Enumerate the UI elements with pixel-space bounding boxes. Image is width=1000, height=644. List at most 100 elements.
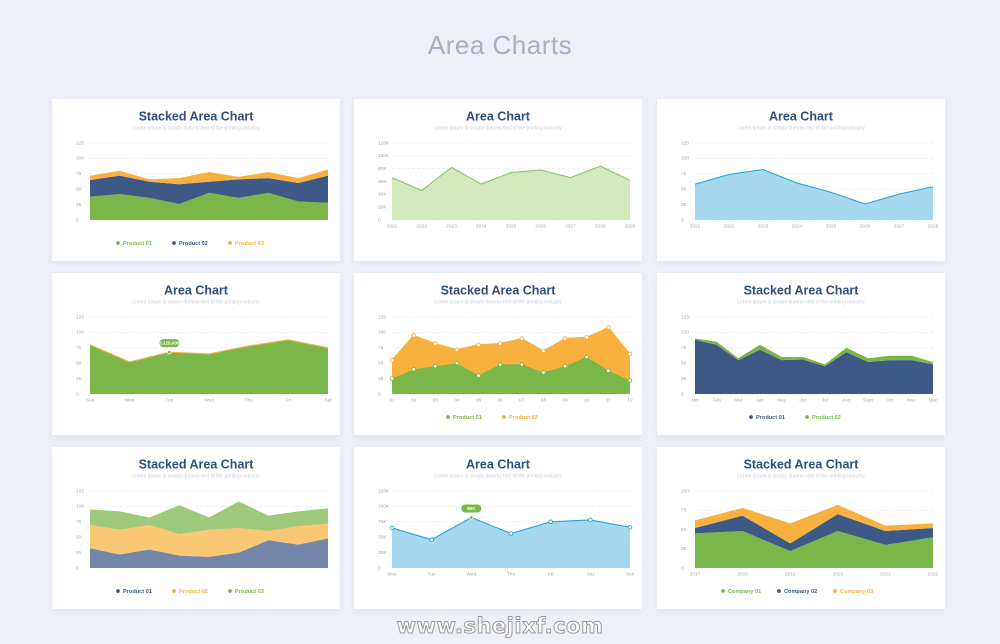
legend-label: Product 02: [812, 415, 841, 421]
x-tick-label: 2026: [535, 223, 546, 229]
x-tick-label: Tue: [428, 571, 436, 577]
point-marker: [627, 351, 633, 357]
y-tick-label: 125: [378, 314, 386, 320]
y-tick-label: 50: [681, 186, 687, 192]
point-marker: [411, 333, 416, 338]
point-marker: [497, 362, 503, 367]
x-tick-label: Wed: [466, 571, 476, 577]
legend-swatch: [833, 589, 837, 593]
x-tick-label: 01: [389, 397, 395, 403]
point-marker: [627, 525, 633, 530]
point-marker: [584, 354, 589, 360]
chart-title: Area Chart: [164, 283, 229, 297]
y-tick-label: 0: [681, 391, 684, 397]
point-marker: [433, 364, 438, 369]
y-tick-label: 125: [76, 488, 84, 494]
point-marker: [588, 517, 593, 523]
chart-card: Area Chart Lorem Ipsum is simply dummy te…: [52, 273, 340, 435]
x-tick-label: 12: [627, 397, 633, 403]
x-tick-label: 2027: [894, 223, 905, 229]
x-tick-label: 2025: [826, 223, 837, 229]
y-tick-label: 100: [681, 156, 689, 162]
legend-swatch: [446, 415, 450, 419]
chart-subtitle: Lorem Ipsum is simply dummy text of the …: [434, 299, 562, 305]
chart: Area Chart Lorem Ipsum is simply dummy te…: [681, 109, 939, 229]
point-marker: [562, 364, 568, 369]
y-tick-label: 100: [378, 330, 386, 336]
x-tick-label: 04: [454, 397, 460, 403]
y-tick-label: 75K: [378, 519, 387, 525]
chart-title: Stacked Area Chart: [139, 109, 255, 123]
point-marker: [548, 519, 553, 525]
chart-subtitle: Lorem Ipsum is simply dummy text of the …: [132, 125, 260, 131]
y-tick-label: 120K: [378, 140, 390, 146]
y-tick-label: 25: [378, 376, 384, 382]
chart-subtitle: Lorem Ipsum is simply dummy text of the …: [434, 125, 562, 131]
legend-swatch: [172, 241, 176, 245]
y-tick-label: 25: [76, 376, 82, 382]
y-tick-label: 0: [76, 565, 79, 571]
annotation-label: 3,125,000: [159, 341, 180, 346]
chart-subtitle: Lorem Ipsum is simply dummy text of the …: [737, 473, 865, 479]
annotation-label: 90K: [467, 506, 476, 511]
chart-card: Stacked Area Chart Lorem Ipsum is simply …: [657, 273, 945, 435]
legend-swatch: [228, 589, 232, 593]
y-tick-label: 25: [76, 550, 82, 556]
x-tick-label: 10: [584, 397, 590, 403]
x-tick-label: Nov: [907, 397, 916, 403]
x-tick-label: 2018: [737, 571, 748, 577]
y-tick-label: 0: [681, 217, 684, 223]
legend-label: Company 03: [840, 589, 873, 595]
chart-subtitle: Lorem Ipsum is simply dummy text of the …: [132, 299, 260, 305]
y-tick-label: 100: [681, 330, 689, 336]
x-tick-label: Jan: [691, 397, 699, 403]
area-line: [89, 339, 329, 363]
x-tick-label: Jun: [799, 397, 807, 403]
y-tick-label: 0: [378, 565, 381, 571]
y-tick-label: 75: [681, 171, 687, 177]
legend: Product 01 Product 02 Product 03: [116, 589, 264, 595]
chart: Area Chart Lorem Ipsum is simply dummy te…: [378, 109, 636, 229]
point-marker: [429, 537, 434, 542]
chart-card: Stacked Area Chart Lorem Ipsum is simply …: [354, 273, 642, 435]
legend-label: Product 01: [123, 241, 152, 247]
x-tick-label: Apr: [756, 397, 764, 403]
x-tick-label: May: [777, 397, 787, 403]
chart-title: Stacked Area Chart: [744, 283, 860, 297]
point-marker: [497, 341, 503, 346]
x-tick-label: 2020: [832, 571, 843, 577]
x-tick-label: 02: [411, 397, 417, 403]
area: [90, 523, 328, 557]
area: [90, 538, 328, 568]
x-tick-label: Oct: [886, 397, 894, 403]
chart-title: Area Chart: [769, 109, 834, 123]
x-tick-label: 2022: [416, 223, 427, 229]
y-tick-label: 125K: [378, 488, 390, 494]
point-marker: [606, 325, 611, 330]
y-tick-label: 75: [681, 345, 687, 351]
legend-swatch: [228, 241, 232, 245]
annotation-point: [167, 349, 172, 355]
legend-label: Product 03: [235, 241, 264, 247]
y-tick-label: 100K: [378, 153, 390, 159]
chart: Stacked Area Chart Lorem Ipsum is simply …: [681, 457, 939, 595]
point-marker: [541, 370, 546, 375]
chart-subtitle: Lorem Ipsum is simply dummy text of the …: [737, 299, 865, 305]
area: [392, 357, 630, 394]
y-tick-label: 0: [76, 217, 79, 223]
y-tick-label: 100: [76, 504, 84, 510]
x-tick-label: Aug: [842, 397, 851, 403]
y-tick-label: 25K: [378, 550, 387, 556]
y-tick-label: 125: [681, 140, 689, 146]
area: [392, 517, 630, 568]
x-tick-label: 2021: [880, 571, 891, 577]
point-marker: [606, 368, 611, 373]
x-tick-label: 2028: [928, 223, 939, 229]
y-tick-label: 125: [76, 314, 84, 320]
x-tick-label: 2021: [387, 223, 398, 229]
point-marker: [519, 362, 525, 367]
y-tick-label: 75: [378, 345, 384, 351]
x-tick-label: Sat: [324, 397, 332, 403]
page-title: Area Charts: [427, 30, 573, 60]
